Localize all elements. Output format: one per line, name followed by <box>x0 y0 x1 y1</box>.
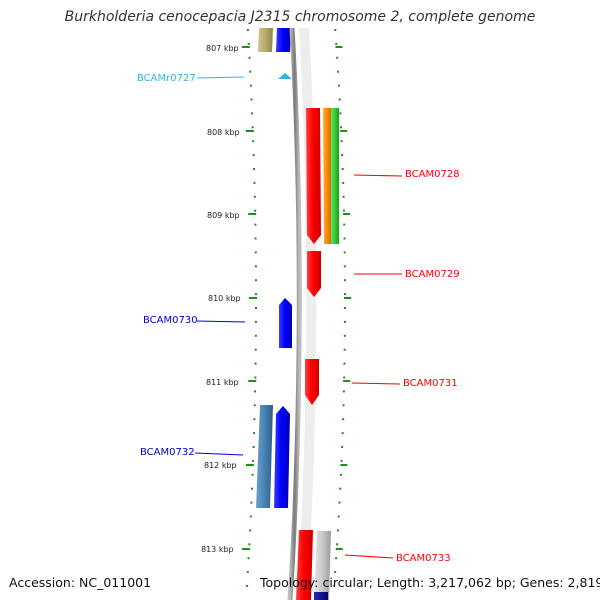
label-bcam0728[interactable]: BCAM0728 <box>405 169 460 180</box>
label-bcam0732[interactable]: BCAM0732 <box>140 447 195 458</box>
ruler-dots-outer <box>333 29 351 587</box>
ruler-labels: 807 kbp 808 kbp 809 kbp 810 kbp 811 kbp … <box>201 44 241 554</box>
map-title: Burkholderia cenocepacia J2315 chromosom… <box>64 9 536 25</box>
label-bcam0730[interactable]: BCAM0730 <box>143 315 198 326</box>
ruler-label-808: 808 kbp <box>207 128 240 137</box>
ruler-label-807: 807 kbp <box>206 44 239 53</box>
feature-bcam0733-silver <box>314 531 331 600</box>
outer-track-khaki <box>258 28 273 52</box>
outer-track-blue-top <box>276 28 291 52</box>
feature-bcam0731[interactable] <box>305 359 319 405</box>
feature-bcam0732-steel <box>256 405 273 508</box>
ruler-label-810: 810 kbp <box>208 294 241 303</box>
ruler-label-811: 811 kbp <box>206 378 239 387</box>
ruler-dots-inner <box>241 29 257 587</box>
ruler-label-809: 809 kbp <box>207 211 240 220</box>
feature-bcam0729[interactable] <box>307 251 321 297</box>
leader-lines <box>194 76 403 559</box>
feature-bcam0730[interactable] <box>279 298 292 348</box>
label-bcam0731[interactable]: BCAM0731 <box>403 378 458 389</box>
backbone-shadow <box>297 27 317 600</box>
feature-bcam0733[interactable] <box>296 530 313 600</box>
feature-bcamr0727[interactable] <box>278 73 292 79</box>
feature-bcam0733-navy <box>314 592 328 600</box>
ruler-label-812: 812 kbp <box>204 461 237 470</box>
genome-backbone <box>287 27 302 600</box>
feature-bcam0732[interactable] <box>274 406 290 508</box>
accession-text: Accession: NC_011001 <box>9 575 152 590</box>
feature-bcam0728-orange <box>323 108 331 244</box>
genome-summary-text: Topology: circular; Length: 3,217,062 bp… <box>260 575 600 590</box>
feature-bcam0728[interactable] <box>306 108 321 244</box>
label-bcam0733[interactable]: BCAM0733 <box>396 553 451 564</box>
label-bcam0729[interactable]: BCAM0729 <box>405 269 460 280</box>
feature-bcam0728-green <box>331 108 339 244</box>
ruler-label-813: 813 kbp <box>201 545 234 554</box>
label-bcamr0727[interactable]: BCAMr0727 <box>137 73 196 84</box>
